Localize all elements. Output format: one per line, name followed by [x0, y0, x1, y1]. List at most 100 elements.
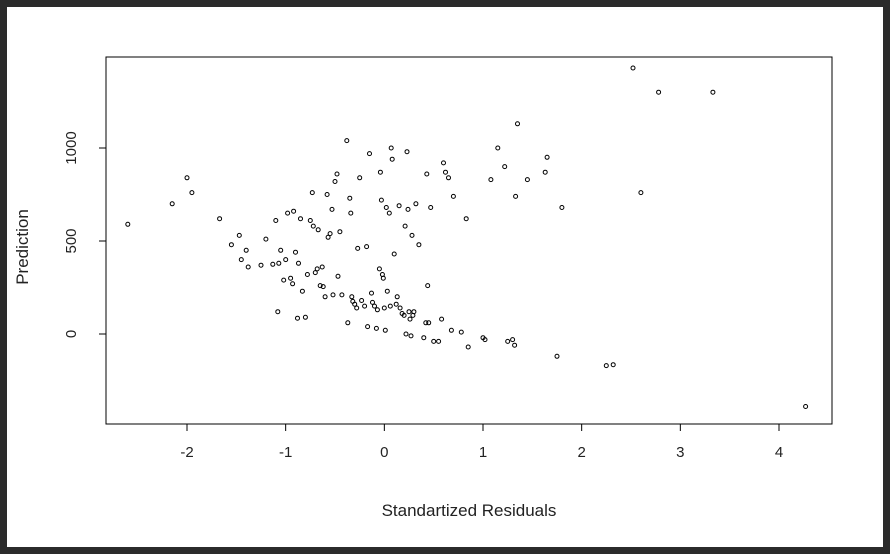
data-points: [125, 65, 809, 409]
data-point: [169, 201, 175, 207]
data-point: [354, 305, 360, 311]
data-point: [630, 65, 636, 71]
x-tick-label: -2: [180, 444, 193, 461]
data-point: [405, 206, 411, 212]
data-point: [401, 312, 407, 318]
data-point: [406, 309, 412, 315]
x-tick-label: 2: [577, 444, 585, 461]
data-point: [396, 203, 402, 209]
data-point: [285, 210, 291, 216]
plot-window: -2 -1 0 1 2 3 4 0 500 1000 Standartized Residual…: [7, 7, 883, 547]
data-point: [380, 275, 386, 281]
data-point: [505, 338, 511, 344]
data-point: [465, 344, 471, 350]
data-point: [228, 242, 234, 248]
y-tick-label: 1000: [63, 131, 80, 164]
data-point: [349, 294, 355, 300]
data-point: [290, 281, 296, 287]
data-point: [330, 292, 336, 298]
data-point: [238, 257, 244, 263]
data-point: [424, 171, 430, 177]
data-point: [327, 231, 333, 237]
x-axis-title: Standartized Residuals: [382, 501, 557, 520]
x-tick-label: -1: [279, 444, 292, 461]
data-point: [317, 283, 323, 289]
x-tick-label: 4: [775, 444, 783, 461]
data-point: [370, 299, 375, 305]
data-point: [357, 175, 363, 181]
data-point: [463, 216, 469, 222]
data-point: [258, 262, 264, 268]
data-point: [298, 216, 303, 222]
data-point: [275, 309, 281, 315]
data-point: [515, 121, 520, 127]
data-point: [421, 335, 427, 341]
data-point: [394, 294, 400, 300]
data-point: [544, 154, 550, 160]
data-point: [337, 229, 343, 235]
data-point: [329, 206, 335, 212]
data-point: [524, 177, 530, 183]
data-point: [359, 298, 365, 303]
data-point: [554, 353, 560, 359]
data-point: [288, 275, 294, 281]
data-point: [369, 290, 374, 296]
data-point: [309, 190, 315, 196]
data-point: [656, 89, 662, 95]
data-point: [281, 277, 287, 283]
y-tick-label: 500: [63, 228, 80, 253]
data-point: [236, 232, 242, 238]
data-point: [387, 303, 393, 309]
data-point: [441, 160, 446, 166]
data-point: [270, 261, 276, 267]
data-point: [610, 362, 616, 368]
data-point: [348, 210, 354, 216]
data-point: [296, 260, 301, 266]
data-point: [450, 193, 456, 199]
data-point: [372, 303, 377, 309]
data-point: [344, 138, 350, 144]
data-point: [299, 288, 305, 294]
data-point: [446, 175, 451, 181]
data-point: [378, 197, 384, 203]
data-point: [364, 244, 370, 250]
y-axis: 0 500 1000: [63, 131, 107, 338]
data-point: [376, 266, 382, 272]
scatter-chart: -2 -1 0 1 2 3 4 0 500 1000 Standartized Residual…: [13, 56, 833, 520]
data-point: [345, 320, 351, 326]
data-point: [312, 270, 318, 276]
data-point: [374, 307, 380, 313]
data-point: [352, 301, 358, 307]
data-point: [335, 273, 341, 279]
data-point: [295, 315, 300, 321]
data-point: [322, 294, 328, 300]
data-point: [436, 338, 442, 344]
data-point: [276, 260, 282, 266]
data-point: [365, 324, 371, 330]
data-point: [488, 177, 494, 183]
data-point: [389, 156, 395, 162]
data-point: [443, 169, 448, 175]
data-point: [542, 169, 548, 175]
data-point: [411, 309, 417, 315]
data-point: [404, 149, 410, 155]
data-point: [324, 192, 330, 197]
x-axis: -2 -1 0 1 2 3 4: [180, 423, 783, 461]
data-point: [339, 292, 345, 298]
data-point: [710, 89, 716, 95]
y-tick-label: 0: [63, 330, 80, 338]
data-point: [377, 169, 383, 175]
data-point: [307, 218, 313, 223]
data-point: [382, 327, 388, 333]
data-point: [245, 264, 251, 270]
data-point: [409, 232, 415, 238]
data-point: [383, 205, 389, 210]
data-point: [397, 305, 403, 311]
data-point: [310, 223, 316, 229]
data-point: [402, 223, 408, 229]
data-point: [334, 171, 340, 177]
data-point: [388, 145, 394, 151]
data-point: [332, 179, 338, 184]
data-point: [439, 316, 445, 322]
data-point: [243, 247, 249, 253]
